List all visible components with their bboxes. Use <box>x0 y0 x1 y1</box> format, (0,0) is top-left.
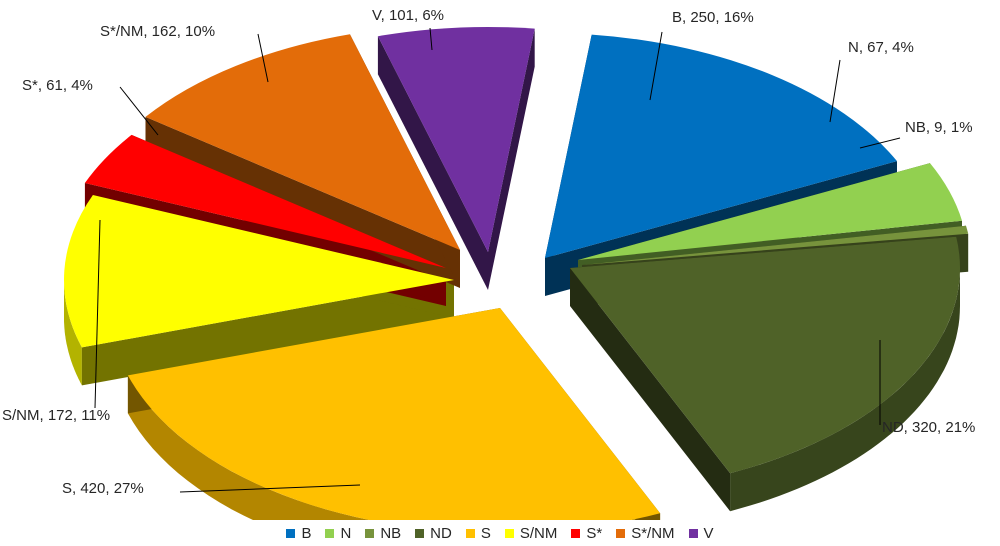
legend-swatch <box>325 528 335 538</box>
legend-item-N: N <box>325 525 351 542</box>
legend-label: ND <box>430 524 452 542</box>
pie-slice-ND <box>570 236 960 474</box>
legend-swatch <box>688 528 698 538</box>
legend-label: V <box>703 524 714 542</box>
pie-slice-S/NM <box>63 195 454 348</box>
legend-item-V: V <box>688 524 714 542</box>
data-label-S*/NM: S*/NM, 162, 10% <box>100 23 215 40</box>
leader-line-S <box>179 484 361 493</box>
legend-swatch <box>286 528 296 538</box>
leader-line-S*/NM <box>257 33 269 83</box>
legend-item-ND: ND <box>415 525 452 542</box>
pie-slice-NB <box>582 225 969 265</box>
leader-line-V <box>429 27 433 51</box>
data-labels: B, 250, 16% N, 67, 4% NB, 9, 1% ND, 320, 21… <box>2 7 975 497</box>
pie-wall-V-1 <box>488 28 535 290</box>
legend-label: B <box>301 524 312 542</box>
pie-wall-V-0 <box>377 36 488 291</box>
legend-swatch <box>365 528 375 538</box>
legend-item-S/NM: S/NM <box>504 524 558 542</box>
pie-wall-ND-1 <box>570 268 731 512</box>
legend-item-B: B <box>286 525 311 542</box>
legend-item-NB: NB <box>365 525 401 542</box>
pie-slice-S*/NM <box>145 34 460 251</box>
legend-label: S/NM <box>519 524 558 542</box>
pie-slice-V <box>377 27 535 252</box>
data-label-B: B, 250, 16% <box>672 9 754 26</box>
legend-swatch <box>504 528 514 538</box>
leader-line-N <box>829 59 841 123</box>
legend-label: N <box>340 524 352 542</box>
legend-item-S*: S* <box>571 525 602 542</box>
data-label-NB: NB, 9, 1% <box>905 119 973 136</box>
pie-slice-S* <box>84 134 447 268</box>
data-label-V: V, 101, 6% <box>372 7 444 24</box>
pie-chart: B, 250, 16% N, 67, 4% NB, 9, 1% ND, 320, 21… <box>2 7 975 520</box>
legend-item-S: S <box>465 524 491 542</box>
legend-swatch <box>415 528 425 538</box>
legend-swatch <box>616 528 626 538</box>
data-label-S: S, 420, 27% <box>62 480 144 497</box>
pie-slice-N <box>578 163 962 260</box>
data-label-S/NM: S/NM, 172, 11% <box>2 407 110 424</box>
leader-line-B <box>649 31 663 101</box>
pie-slice-S <box>127 308 661 520</box>
pie-rim-ND <box>730 268 960 512</box>
pie-rim-S/NM <box>64 280 82 386</box>
legend: B N NB ND S S/NM S* S*/NM V <box>0 522 1000 544</box>
legend-swatch <box>571 528 581 538</box>
leader-line-NB <box>859 137 901 149</box>
data-label-S*: S*, 61, 4% <box>22 77 93 94</box>
leader-lines <box>94 27 901 493</box>
data-label-ND: ND, 320, 21% <box>882 419 975 436</box>
pie-slice-B <box>545 34 897 258</box>
legend-label: S*/NM <box>631 524 675 542</box>
pie-tops <box>63 27 969 520</box>
legend-item-S*/NM: S*/NM <box>616 524 675 542</box>
data-label-N: N, 67, 4% <box>848 39 914 56</box>
leader-line-S/NM <box>94 219 101 409</box>
legend-label: NB <box>380 524 402 542</box>
legend-label: S <box>480 524 491 542</box>
legend-swatch <box>465 528 475 538</box>
pie-wall-S/NM-0 <box>81 280 455 386</box>
leader-line-S* <box>119 86 159 136</box>
legend-label: S* <box>586 524 603 542</box>
